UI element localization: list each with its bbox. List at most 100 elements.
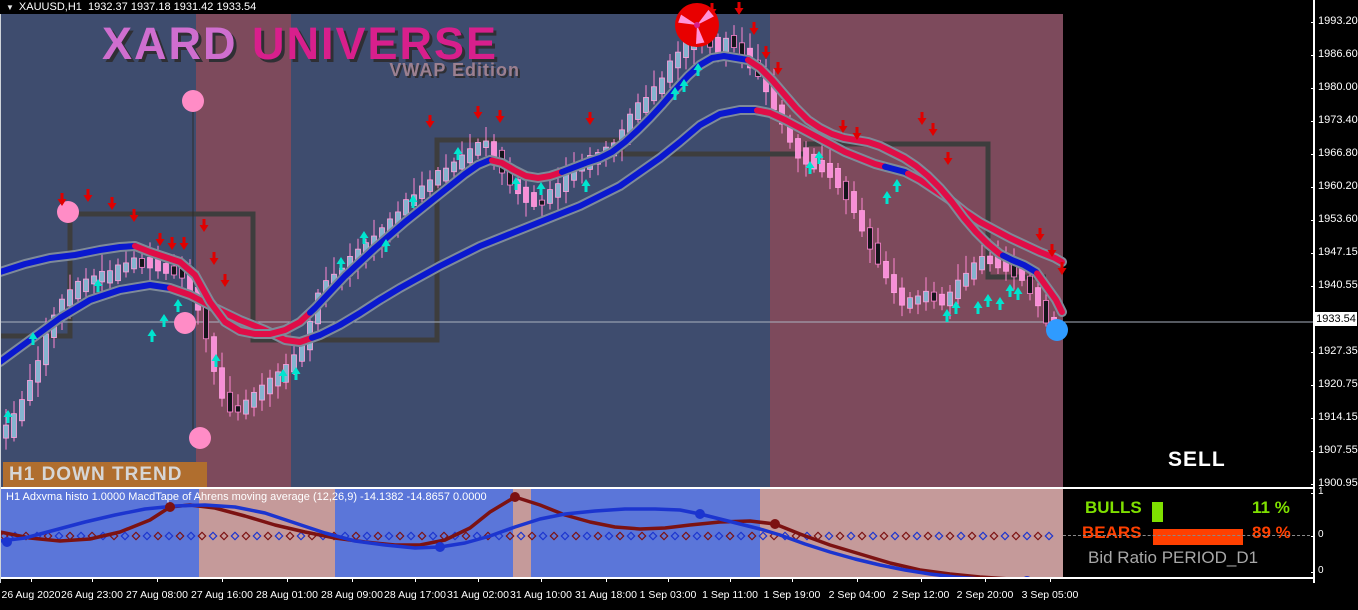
zero-line-diamond	[296, 531, 306, 541]
zero-line-diamond	[120, 531, 130, 541]
panel-separator-top[interactable]	[0, 487, 1313, 489]
time-tick-label: 1 Sep 03:00	[639, 589, 697, 601]
zero-level-dashed-line	[1063, 535, 1310, 536]
zero-line-diamond	[912, 531, 922, 541]
buy-arrow-icon	[3, 410, 13, 417]
sell-arrow-icon	[928, 129, 938, 136]
zero-line-diamond	[197, 531, 207, 541]
zero-line-diamond	[153, 531, 163, 541]
zero-line-diamond	[1044, 531, 1054, 541]
buy-arrow-icon	[159, 314, 169, 321]
zero-line-diamond	[604, 531, 614, 541]
price-tick-mark	[1311, 88, 1315, 89]
price-tick-label: 1914.15	[1318, 411, 1358, 423]
price-tick-mark	[1311, 286, 1315, 287]
price-tick-mark	[1311, 484, 1315, 485]
zero-line-diamond	[219, 531, 229, 541]
sell-arrow-icon	[761, 52, 771, 59]
sell-arrow-icon	[943, 158, 953, 165]
buy-arrow-icon	[359, 231, 369, 238]
indicator-scale-label: 0	[1318, 565, 1324, 576]
sell-arrow-icon	[220, 280, 230, 287]
price-axis[interactable]: 1993.20 1986.60 1980.00 1973.40 1966.80 1960.…	[1311, 0, 1358, 610]
current-price-label: 1933.54	[1315, 312, 1357, 326]
main-plot-group	[0, 2, 1313, 450]
price-tick-label: 1953.60	[1318, 213, 1358, 225]
zero-line-diamond	[725, 531, 735, 541]
time-tick-mark	[352, 577, 353, 582]
price-tick-mark	[1311, 451, 1315, 452]
time-tick-label: 26 Aug 2020	[1, 589, 61, 601]
zero-line-diamond	[736, 531, 746, 541]
time-tick-mark	[985, 577, 986, 582]
price-tick-label: 1927.35	[1318, 345, 1358, 357]
bulls-label: BULLS	[1085, 498, 1142, 517]
panel-separator-bottom[interactable]	[0, 577, 1313, 579]
time-axis[interactable]: 26 Aug 2020 26 Aug 23:00 27 Aug 08:00 27 Au…	[0, 577, 1358, 610]
time-tick-mark	[478, 577, 479, 582]
sell-arrow-icon	[199, 225, 209, 232]
signal-arrows	[3, 2, 1067, 423]
zero-line-diamond	[549, 531, 559, 541]
buy-arrow-icon	[453, 147, 463, 154]
indicator-scale-label: 0	[1318, 529, 1324, 540]
zero-line-diamond	[560, 531, 570, 541]
zero-line-diamond	[175, 531, 185, 541]
price-tick-label: 1920.75	[1318, 378, 1358, 390]
zero-line-diamond	[659, 531, 669, 541]
blue-signal-dot	[1046, 319, 1068, 341]
ind-zone-ind_tan	[760, 489, 1063, 577]
fast-ma-line-segment	[489, 157, 565, 181]
pink-signal-dot	[57, 201, 79, 223]
price-tick-mark	[1311, 55, 1315, 56]
macd-blue-dot	[1024, 576, 1030, 577]
sell-arrow-icon	[107, 203, 117, 210]
macd-main-line	[0, 503, 977, 577]
indicator-scale-tick	[1311, 536, 1315, 537]
indicator-scale-tick	[1311, 572, 1315, 573]
buy-arrow-icon	[679, 79, 689, 86]
time-tick-mark	[31, 577, 32, 582]
price-tick-mark	[1311, 418, 1315, 419]
zero-line-diamond	[582, 531, 592, 541]
indicator-scale-tick	[1311, 493, 1315, 494]
time-tick-label: 28 Aug 17:00	[384, 589, 446, 601]
time-tick-mark	[287, 577, 288, 582]
sell-arrow-icon	[1047, 250, 1057, 257]
price-tick-mark	[1311, 121, 1315, 122]
fast-ma-line-segment	[1034, 270, 1065, 315]
ind-zone-ind_bg	[335, 489, 513, 577]
slow-ma-line-segment	[167, 285, 315, 345]
time-tick-label: 31 Aug 02:00	[447, 589, 509, 601]
slow-ma-line-segment	[309, 107, 760, 341]
ohlc-values: 1932.37 1937.18 1931.42 1933.54	[88, 1, 257, 13]
zero-line-diamond	[956, 531, 966, 541]
buy-arrow-icon	[882, 191, 892, 198]
macd-maroon-dot	[510, 492, 520, 502]
time-tick-label: 2 Sep 20:00	[956, 589, 1014, 601]
buy-arrow-icon	[408, 195, 418, 202]
zero-line-diamond	[54, 531, 64, 541]
dropdown-arrow-icon[interactable]: ▼	[6, 3, 14, 12]
indicator-scale-label: 1	[1318, 486, 1324, 497]
buy-arrow-icon	[670, 87, 680, 94]
window-left-border	[0, 14, 1, 583]
time-tick-mark	[1050, 577, 1051, 582]
sell-arrow-icon	[57, 199, 67, 206]
price-tick-label: 1973.40	[1318, 114, 1358, 126]
zero-line-diamond	[824, 531, 834, 541]
zero-line-diamond	[846, 531, 856, 541]
zero-line-diamond	[571, 531, 581, 541]
price-tick-label: 1986.60	[1318, 48, 1358, 60]
fast-ma-line-segment	[0, 243, 138, 275]
sell-arrow-icon	[209, 258, 219, 265]
price-tick-mark	[1311, 187, 1315, 188]
buy-arrow-icon	[93, 279, 103, 286]
logo-subtitle: VWAP Edition	[389, 60, 520, 80]
indicator-info-text: H1 Adxvma histo 1.0000 MacdTape of Ahren…	[6, 491, 487, 503]
time-tick-label: 31 Aug 18:00	[575, 589, 637, 601]
price-tick-label: 1940.55	[1318, 279, 1358, 291]
zero-line-diamond	[516, 531, 526, 541]
